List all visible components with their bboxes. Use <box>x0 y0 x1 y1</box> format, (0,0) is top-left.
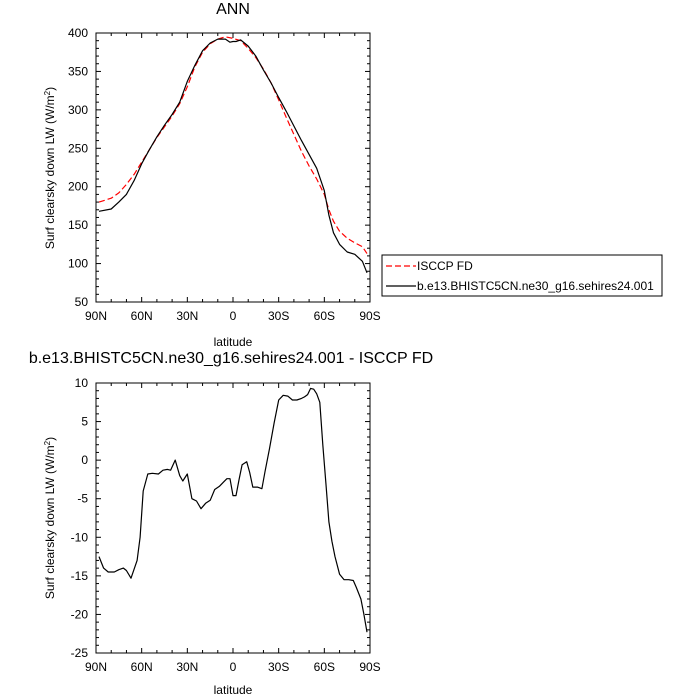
top-y-tick-label: 50 <box>75 295 89 309</box>
top-x-tick-label: 60S <box>314 309 335 323</box>
bottom-panel: b.e13.BHISTC5CN.ne30_g16.sehires24.001 -… <box>29 350 433 697</box>
bottom-x-tick-label: 0 <box>230 660 237 674</box>
bottom-plot-frame <box>95 382 371 654</box>
legend-box <box>381 254 663 297</box>
bottom-y-tick-label: -25 <box>71 646 89 660</box>
top-y-axis-label: Surf clearsky down LW (W/m2) <box>43 87 57 249</box>
top-panel: ANN Surf clearsky down LW (W/m2) latitud… <box>43 1 663 349</box>
legend-label-model: b.e13.BHISTC5CN.ne30_g16.sehires24.001 <box>417 279 654 293</box>
top-x-tick-label: 30S <box>268 309 289 323</box>
top-plot-frame <box>95 32 371 303</box>
top-x-tick-label: 90S <box>359 309 380 323</box>
top-y-tick-label: 300 <box>68 103 88 117</box>
bottom-x-tick-label: 30S <box>268 660 289 674</box>
bottom-series-line-0 <box>98 387 368 633</box>
bottom-y-tick-label: 0 <box>81 453 88 467</box>
top-y-tick-label: 400 <box>68 26 88 40</box>
legend-label-isccp: ISCCP FD <box>417 259 473 273</box>
top-series <box>98 36 368 274</box>
top-y-tick-label: 150 <box>68 218 88 232</box>
top-y-tick-label: 100 <box>68 257 88 271</box>
bottom-chart-title: b.e13.BHISTC5CN.ne30_g16.sehires24.001 -… <box>29 350 433 367</box>
bottom-series <box>98 387 368 633</box>
top-x-axis-label: latitude <box>214 335 253 349</box>
bottom-y-tick-label: -5 <box>77 492 88 506</box>
bottom-x-tick-label: 60S <box>314 660 335 674</box>
top-y-tick-label: 250 <box>68 141 88 155</box>
legend: ISCCP FD b.e13.BHISTC5CN.ne30_g16.sehire… <box>381 254 663 297</box>
top-ticks: 90N 60N 30N 0 30S 60S 90S 50 100 150 200 250 300 350 4… <box>68 26 381 323</box>
bottom-y-tick-label: 5 <box>81 415 88 429</box>
bottom-y-axis-label: Surf clearsky down LW (W/m2) <box>43 437 57 599</box>
bottom-x-tick-label: 90N <box>85 660 107 674</box>
bottom-x-axis-label: latitude <box>214 683 253 697</box>
top-x-tick-label: 0 <box>230 309 237 323</box>
bottom-y-tick-label: 10 <box>75 376 89 390</box>
bottom-y-tick-label: -20 <box>71 607 89 621</box>
bottom-ticks: 90N 60N 30N 0 30S 60S 90S -25 -20 -15 -10 -5 0 5 10 <box>71 376 381 674</box>
top-x-tick-label: 30N <box>176 309 198 323</box>
top-y-tick-label: 200 <box>68 180 88 194</box>
bottom-y-tick-label: -10 <box>71 530 89 544</box>
top-chart-title: ANN <box>216 1 250 18</box>
bottom-x-tick-label: 60N <box>131 660 153 674</box>
top-series-line-1 <box>98 38 368 274</box>
bottom-x-tick-label: 30N <box>176 660 198 674</box>
top-x-tick-label: 90N <box>85 309 107 323</box>
top-x-tick-label: 60N <box>131 309 153 323</box>
bottom-x-tick-label: 90S <box>359 660 380 674</box>
top-y-tick-label: 350 <box>68 64 88 78</box>
bottom-y-tick-label: -15 <box>71 569 89 583</box>
top-series-line-0 <box>98 36 368 254</box>
